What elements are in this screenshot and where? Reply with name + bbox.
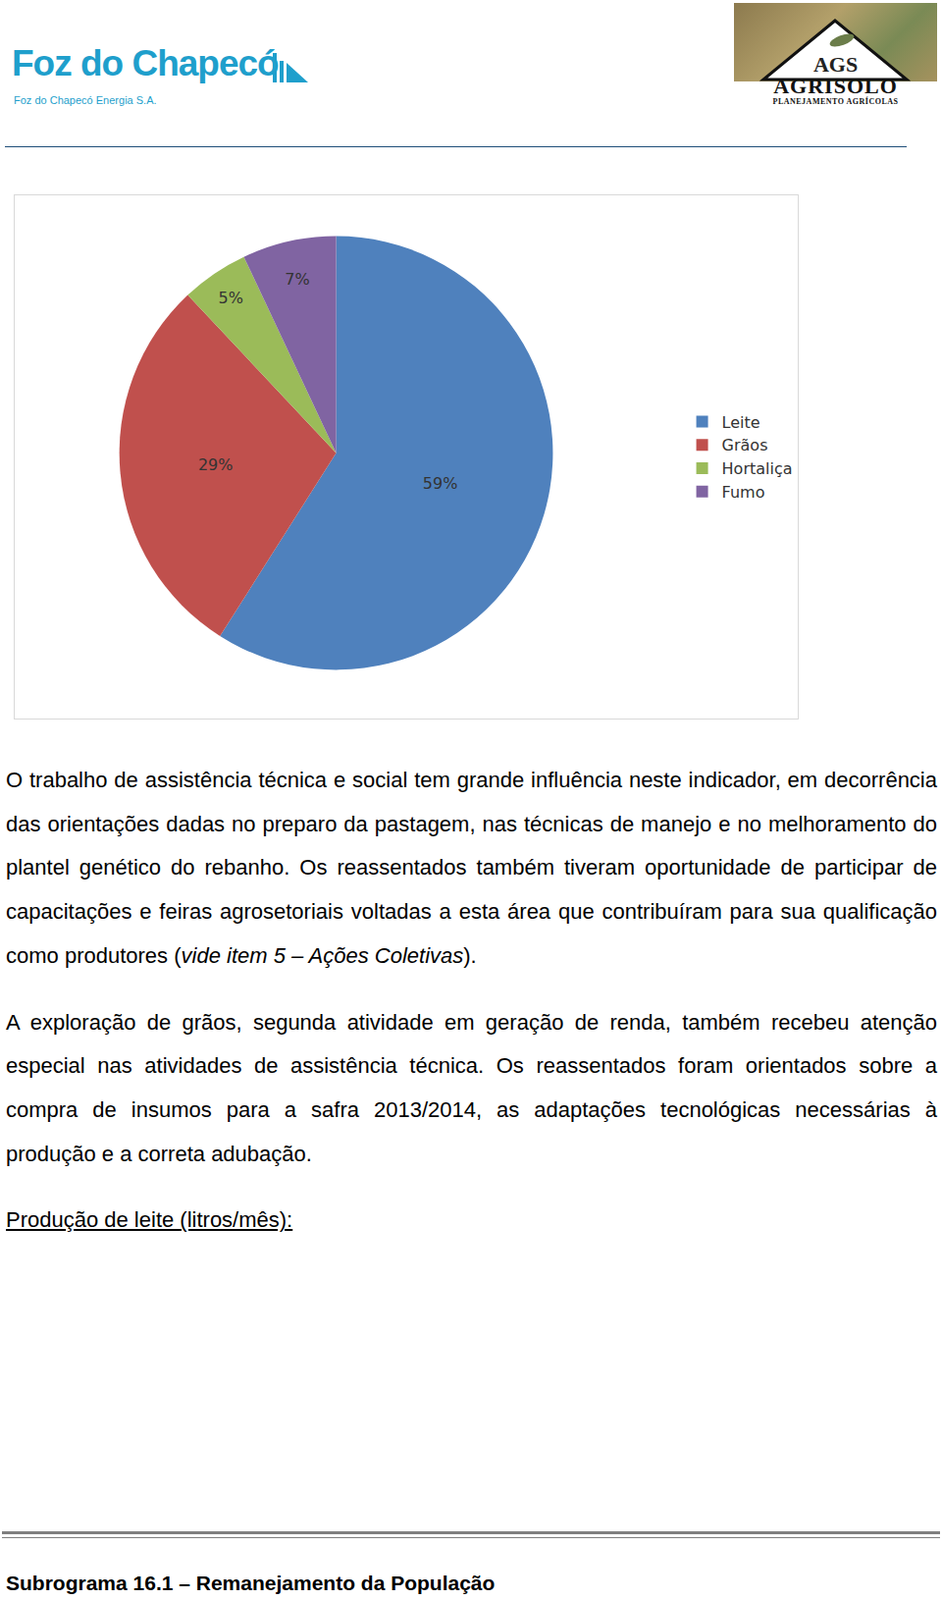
svg-text:Hortaliça: Hortaliça: [722, 459, 793, 478]
svg-text:Fumo: Fumo: [722, 482, 766, 502]
html-text:Foz do Chapecó Energia S.A.: Foz do Chapecó Energia S.A.: [13, 94, 157, 106]
svg-text:Leite: Leite: [722, 413, 761, 432]
svg-text:Grãos: Grãos: [722, 435, 769, 455]
html-text:Foz do Chapecó: Foz do Chapecó: [11, 43, 279, 84]
html-text:AGS: AGS: [813, 52, 858, 77]
html-text:PLANEJAMENTO AGRÍCOLAS: PLANEJAMENTO AGRÍCOLAS: [772, 97, 899, 106]
svg-text:29%: 29%: [198, 455, 234, 474]
svg-text:7%: 7%: [284, 269, 310, 289]
html-text:Produção de leite (litros/mês): Produção de leite (litros/mês):: [5, 1207, 293, 1232]
svg-text:5%: 5%: [217, 288, 243, 308]
svg-text:59%: 59%: [422, 473, 459, 493]
html-text:O trabalho de assistência técn: O trabalho de assistência técnica e soci…: [5, 767, 938, 968]
html-text:AGRISOLO: AGRISOLO: [773, 73, 898, 99]
html-text:A exploração de grãos, segunda: A exploração de grãos, segunda atividade…: [5, 1009, 938, 1166]
html-text:Subrograma 16.1 – Remanejament: Subrograma 16.1 – Remanejamento da Popul…: [5, 1570, 495, 1594]
